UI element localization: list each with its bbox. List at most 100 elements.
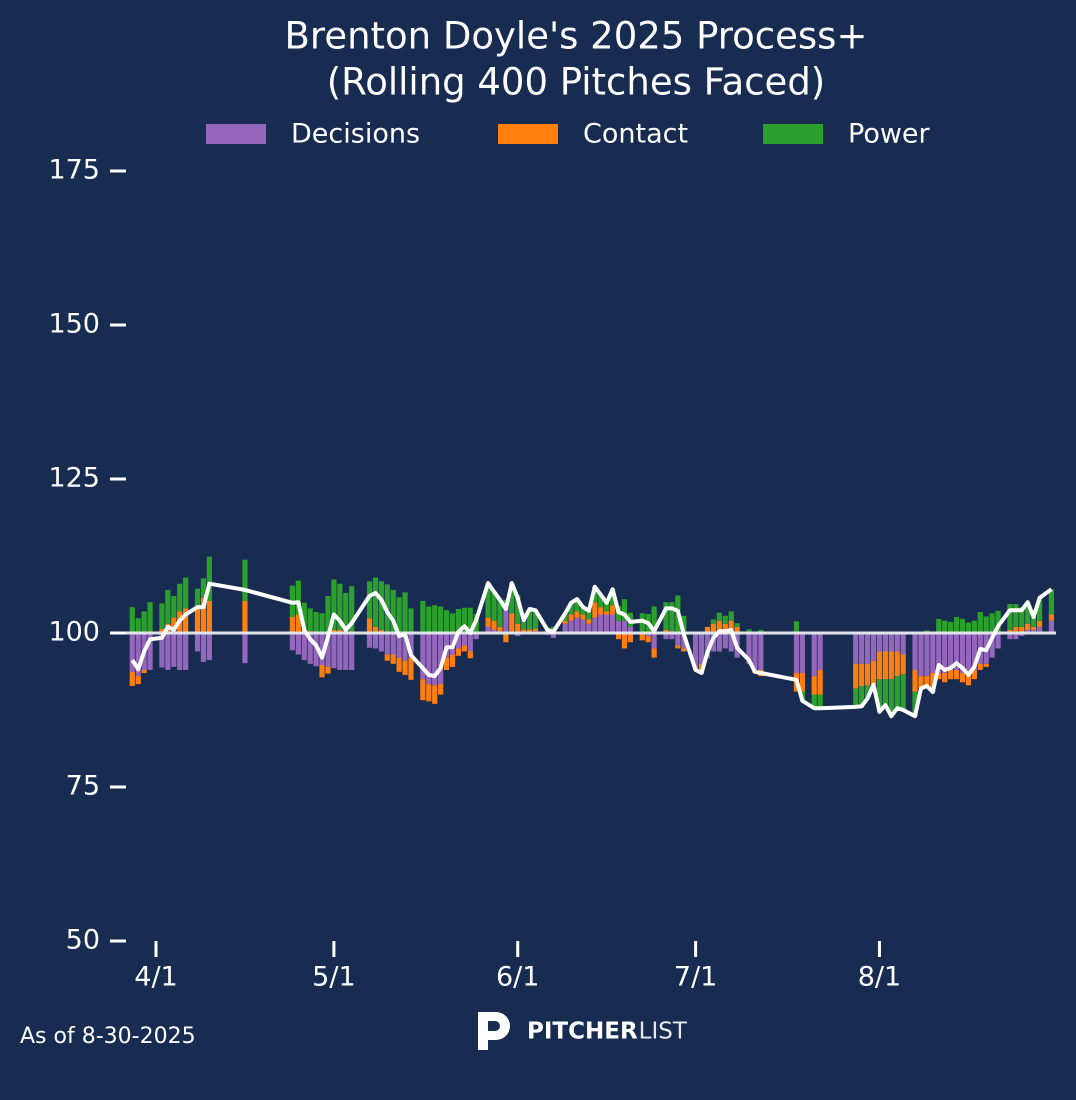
bar-segment [319,665,325,678]
bar-segment [408,608,414,633]
bar-segment [1031,629,1037,633]
bar-segment [1019,633,1025,637]
bar-segment [604,611,610,615]
bar-segment [936,618,942,633]
bar-segment [710,619,717,624]
bar-segment [586,610,592,620]
bar-segment [865,633,871,664]
bar-segment [977,663,983,670]
legend-label: Contact [583,119,688,150]
bar-segment [948,669,954,680]
bar-segment [728,611,734,621]
bar-segment [491,620,497,630]
bar-segment [455,608,462,633]
bar-segment [604,614,610,633]
bar-segment [716,633,722,652]
bar-segment [509,583,515,614]
bar-segment [497,626,503,633]
bar-segment [319,613,325,633]
bar-segment [592,617,598,633]
bar-segment [888,651,894,680]
bar-segment [989,633,995,658]
legend-label: Power [848,119,931,150]
bar-segment [568,602,574,615]
bar-segment [159,603,165,629]
bar-segment [621,599,628,621]
bar-segment [509,613,515,633]
bar-segment [1048,614,1055,621]
bar-segment [710,623,717,633]
bar-segment [900,674,906,710]
bar-segment [876,651,883,680]
bar-segment [408,633,414,658]
bar-segment [295,633,301,655]
bar-segment [716,620,722,633]
legend-swatch [763,124,823,144]
bar-segment [402,633,408,661]
bar-segment [681,633,687,649]
bar-segment [343,592,349,633]
bar-segment [390,654,396,664]
bar-segment [461,607,467,633]
bar-segment [349,586,355,632]
bar-segment [485,617,491,627]
bar-segment [194,607,201,633]
bar-segment [521,620,527,630]
bar-segment [420,600,426,633]
bar-segment [971,669,977,680]
bar-segment [526,608,533,630]
bar-segment [728,633,734,652]
bar-segment [604,602,610,612]
bar-segment [378,633,384,652]
bar-segment [853,688,859,707]
bar-segment [971,633,977,670]
bar-segment [485,626,491,633]
bar-segment [627,633,633,643]
bar-segment [592,602,598,618]
bar-segment [853,663,859,689]
bar-segment [159,633,165,668]
bar-segment [681,615,687,633]
bar-segment [521,629,527,633]
bar-segment [372,633,379,649]
bar-segment [491,591,497,621]
bar-segment [390,633,396,655]
bar-segment [515,633,521,637]
bar-segment [728,620,734,633]
bar-segment [876,679,883,712]
bar-segment [313,612,319,632]
bar-segment [758,629,764,633]
bar-segment [615,633,622,640]
bar-segment [580,607,586,615]
y-tick-label: 125 [48,463,100,494]
bar-segment [627,626,633,633]
bar-segment [200,578,207,598]
bar-segment [372,577,379,627]
bar-segment [799,673,805,692]
bar-segment [432,605,438,633]
bar-segment [171,633,177,667]
bar-segment [426,633,432,685]
bar-segment [165,589,171,624]
bar-segment [698,633,705,664]
logo-mark [478,1012,510,1050]
bar-segment [503,633,509,643]
bar-segment [965,633,972,674]
bar-segment [1007,629,1013,633]
bar-segment [449,654,456,667]
bar-segment [455,633,462,649]
bar-segment [1025,602,1031,624]
bar-segment [995,633,1001,649]
bar-segment [610,605,616,615]
bar-segment [301,602,307,630]
bar-segment [135,633,141,677]
bar-segment [141,611,147,633]
bar-segment [645,636,651,643]
bar-segment [378,629,384,633]
bar-segment [693,633,699,667]
bar-segment [918,676,924,689]
bar-segment [1007,604,1013,630]
bar-segment [574,617,580,633]
bar-segment [953,669,960,680]
bar-segment [171,617,177,633]
